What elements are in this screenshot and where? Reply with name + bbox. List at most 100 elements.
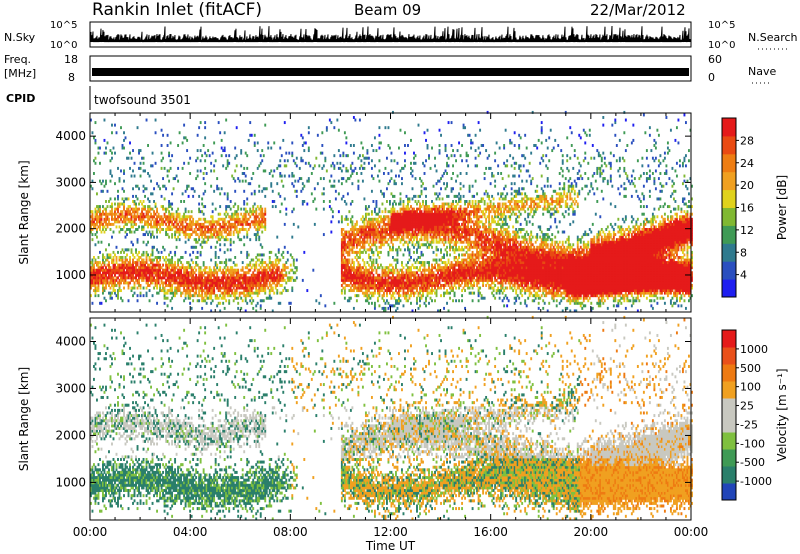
power-cell bbox=[117, 197, 119, 201]
power-cell bbox=[231, 276, 234, 280]
power-cell bbox=[367, 281, 370, 285]
power-cell bbox=[392, 210, 394, 214]
power-cell bbox=[443, 207, 445, 211]
power-cell bbox=[199, 250, 202, 254]
power-cell bbox=[426, 144, 429, 147]
power-cell bbox=[392, 110, 394, 114]
power-cell bbox=[360, 225, 363, 229]
power-cell bbox=[172, 271, 175, 275]
power-cell bbox=[192, 271, 195, 275]
power-cell bbox=[115, 258, 118, 262]
power-cell bbox=[219, 261, 222, 265]
power-cell bbox=[220, 225, 223, 229]
power-cell bbox=[404, 217, 406, 221]
power-cell bbox=[420, 189, 423, 193]
power-cell bbox=[129, 261, 131, 265]
power-cell bbox=[367, 296, 370, 300]
power-cell bbox=[285, 271, 288, 275]
power-cell bbox=[345, 248, 348, 252]
power-cell bbox=[382, 172, 385, 175]
power-cell bbox=[207, 235, 210, 239]
power-cell bbox=[240, 291, 243, 295]
power-cell bbox=[378, 210, 381, 214]
power-cell bbox=[390, 217, 393, 221]
power-cell bbox=[114, 202, 116, 206]
power-cell bbox=[217, 233, 220, 237]
power-cell bbox=[393, 194, 396, 198]
power-cell bbox=[349, 281, 352, 285]
power-cell bbox=[264, 276, 267, 280]
power-cell bbox=[367, 263, 370, 267]
power-cell bbox=[145, 118, 148, 122]
power-cell bbox=[267, 141, 270, 145]
power-cell bbox=[130, 276, 133, 280]
power-cell bbox=[168, 263, 171, 267]
power-cell bbox=[114, 182, 116, 186]
power-cell bbox=[229, 217, 232, 221]
power-cell bbox=[404, 144, 406, 147]
power-cell bbox=[279, 159, 282, 163]
power-cell bbox=[235, 289, 238, 293]
power-cell bbox=[373, 278, 376, 282]
power-cell bbox=[274, 253, 277, 257]
power-cell bbox=[142, 240, 145, 244]
power-cell bbox=[370, 217, 373, 221]
power-cell bbox=[425, 194, 427, 198]
power-cell bbox=[348, 177, 351, 181]
power-cell bbox=[238, 222, 241, 226]
power-cell bbox=[168, 215, 171, 219]
power-cell bbox=[219, 294, 222, 298]
power-cell bbox=[129, 281, 131, 285]
power-cell bbox=[423, 164, 426, 168]
power-cell bbox=[452, 245, 454, 249]
power-cell bbox=[159, 217, 162, 221]
power-cell bbox=[111, 123, 113, 127]
power-cell bbox=[259, 289, 262, 293]
power-cell bbox=[258, 289, 261, 293]
power-cell bbox=[244, 286, 247, 290]
power-cell bbox=[205, 230, 208, 234]
power-cell bbox=[407, 215, 409, 219]
power-cell bbox=[163, 248, 166, 252]
power-cell bbox=[120, 281, 122, 285]
power-cell bbox=[97, 151, 100, 155]
power-cell bbox=[392, 281, 394, 285]
power-cell bbox=[150, 215, 152, 219]
power-cell bbox=[187, 278, 190, 282]
power-cell bbox=[133, 271, 136, 275]
power-cell bbox=[228, 258, 231, 262]
power-cell bbox=[258, 271, 261, 275]
power-cell bbox=[90, 268, 92, 272]
power-cell bbox=[384, 268, 387, 272]
power-cell bbox=[145, 273, 148, 277]
power-cell bbox=[352, 261, 355, 265]
power-cell bbox=[351, 243, 354, 247]
power-cell bbox=[105, 207, 107, 211]
power-cell bbox=[235, 217, 238, 221]
power-cell bbox=[404, 284, 406, 287]
power-cell bbox=[370, 301, 373, 305]
power-cell bbox=[411, 243, 414, 247]
power-cell bbox=[389, 271, 391, 275]
power-cell bbox=[195, 284, 198, 287]
power-cell bbox=[184, 220, 187, 224]
power-cell bbox=[189, 294, 192, 298]
power-cell bbox=[145, 294, 148, 298]
power-cell bbox=[256, 233, 259, 237]
power-cell bbox=[258, 220, 261, 224]
power-cell bbox=[156, 182, 159, 186]
power-cell bbox=[367, 212, 370, 216]
power-cell bbox=[100, 263, 103, 267]
power-cell bbox=[126, 268, 128, 272]
power-cell bbox=[399, 268, 402, 272]
power-cell bbox=[109, 205, 112, 209]
power-cell bbox=[120, 276, 122, 280]
power-cell bbox=[351, 225, 354, 229]
power-cell bbox=[393, 207, 396, 211]
power-cell bbox=[91, 222, 94, 226]
power-cell bbox=[99, 146, 101, 150]
power-cell bbox=[342, 271, 345, 275]
power-cell bbox=[360, 230, 363, 234]
power-cell bbox=[112, 281, 115, 285]
power-cell bbox=[408, 266, 411, 270]
